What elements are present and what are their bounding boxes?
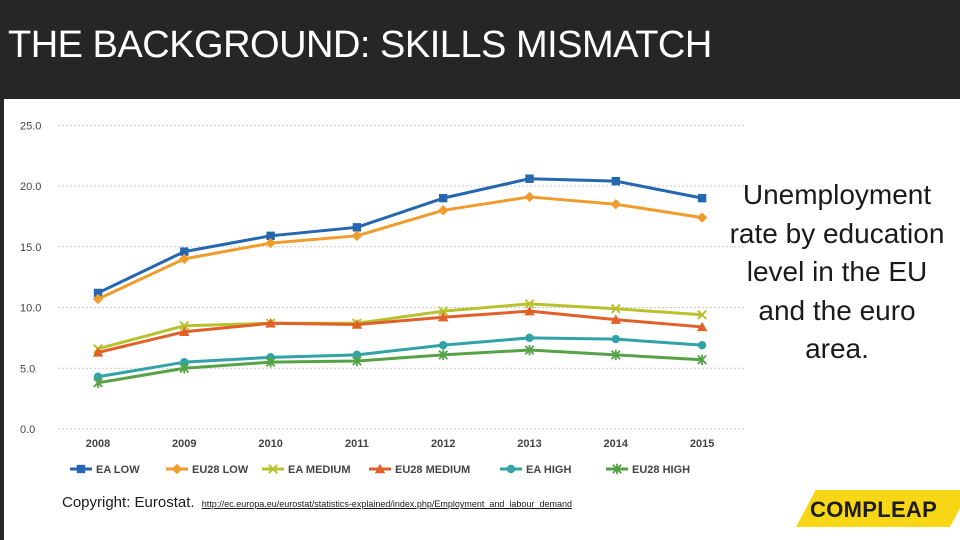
point-eu28-medium — [696, 321, 708, 332]
y-tick-label: 25.0 — [20, 120, 41, 132]
legend-marker-eu28-high — [612, 463, 622, 475]
point-ea-low — [611, 176, 620, 186]
point-eu28-medium — [265, 318, 276, 328]
x-tick-label: 2013 — [517, 438, 541, 450]
point-eu28-medium — [524, 305, 535, 316]
legend-marker-ea-low — [76, 464, 86, 474]
point-ea-high — [180, 357, 189, 367]
point-eu28-high — [438, 349, 449, 361]
series-line-ea-low — [97, 177, 703, 295]
source-link[interactable]: http://ec.europa.eu/eurostat/statistics-… — [201, 499, 572, 509]
point-ea-low — [525, 174, 534, 183]
point-eu28-high — [93, 377, 103, 389]
x-tick-label: 2012 — [431, 438, 455, 450]
slide-title: THE BACKGROUND: SKILLS MISMATCH — [8, 24, 712, 66]
point-ea-low — [180, 247, 189, 256]
copyright-text: Copyright: Eurostat. — [62, 494, 195, 511]
point-eu28-low — [610, 199, 621, 210]
legend-label-ea-high: EA HIGH — [526, 464, 571, 476]
y-tick-label: 5.0 — [20, 363, 35, 375]
x-tick-label: 2015 — [690, 438, 714, 450]
point-ea-low — [439, 193, 448, 203]
copyright-note: Copyright: Eurostat. http://ec.europa.eu… — [62, 494, 572, 511]
legend-marker-eu28-medium — [374, 463, 386, 474]
point-eu28-medium — [351, 319, 363, 329]
unemployment-line-chart: 0.0 5.0 10.0 15.0 20.0 25.0 2008 2009 2010 2011 20… — [20, 120, 744, 476]
x-tick-label: 2014 — [604, 438, 629, 450]
x-tick-label: 2008 — [86, 438, 110, 450]
point-ea-medium — [610, 303, 621, 314]
y-tick-label: 15.0 — [20, 242, 41, 254]
point-eu28-medium — [92, 347, 104, 357]
point-ea-medium — [179, 320, 190, 331]
legend-label-eu28-medium: EU28 MEDIUM — [395, 464, 470, 476]
point-ea-high — [352, 350, 362, 360]
point-ea-high — [525, 333, 534, 343]
point-ea-low — [352, 223, 362, 232]
point-eu28-medium — [179, 326, 190, 336]
point-ea-low — [93, 288, 103, 298]
legend-label-ea-medium: EA MEDIUM — [288, 464, 351, 476]
point-eu28-high — [524, 344, 535, 356]
y-tick-label: 0.0 — [20, 424, 35, 436]
legend-marker-eu28-low — [171, 463, 183, 475]
point-ea-low — [266, 231, 275, 241]
title-bar: THE BACKGROUND: SKILLS MISMATCH — [0, 0, 960, 99]
chart-caption: Unemployment rate by education level in … — [729, 179, 945, 364]
point-ea-medium — [697, 309, 708, 320]
compleap-logo: COMPLEAP — [796, 490, 960, 527]
point-eu28-high — [352, 355, 362, 367]
legend-label-ea-low: EA LOW — [96, 464, 140, 476]
y-tick-label: 20.0 — [20, 181, 41, 193]
x-tick-label: 2010 — [258, 438, 282, 450]
point-eu28-medium — [610, 314, 621, 324]
series-line-ea-high — [97, 336, 703, 379]
point-eu28-high — [610, 349, 621, 361]
point-eu28-high — [179, 363, 190, 374]
point-ea-medium — [438, 306, 449, 317]
point-eu28-medium — [438, 312, 449, 322]
point-eu28-high — [697, 354, 707, 365]
point-eu28-low — [696, 212, 708, 223]
y-tick-label: 10.0 — [20, 303, 41, 315]
point-ea-low — [697, 193, 707, 203]
point-ea-high — [611, 334, 620, 344]
point-eu28-low — [179, 253, 190, 265]
x-tick-label: 2011 — [345, 438, 369, 450]
point-eu28-low — [438, 205, 449, 216]
series-line-ea-medium — [97, 302, 703, 351]
legend-marker-ea-medium — [268, 464, 278, 474]
point-eu28-low — [351, 230, 363, 242]
point-ea-high — [93, 372, 103, 381]
point-eu28-low — [265, 237, 276, 249]
point-ea-high — [697, 340, 707, 350]
series-line-eu28-high — [97, 348, 703, 385]
point-eu28-low — [524, 191, 535, 203]
legend-marker-ea-high — [506, 464, 516, 474]
point-eu28-high — [265, 356, 276, 368]
point-ea-high — [439, 340, 448, 350]
left-accent-bar — [0, 99, 4, 540]
series-line-eu28-low — [97, 195, 703, 301]
x-tick-label: 2009 — [172, 438, 196, 450]
series-line-eu28-medium — [97, 309, 703, 354]
point-ea-medium — [524, 298, 535, 309]
legend-label-eu28-low: EU28 LOW — [192, 464, 249, 476]
logo-text: COMPLEAP — [810, 497, 938, 522]
legend-label-eu28-high: EU28 HIGH — [632, 464, 690, 476]
point-eu28-low — [92, 293, 104, 305]
